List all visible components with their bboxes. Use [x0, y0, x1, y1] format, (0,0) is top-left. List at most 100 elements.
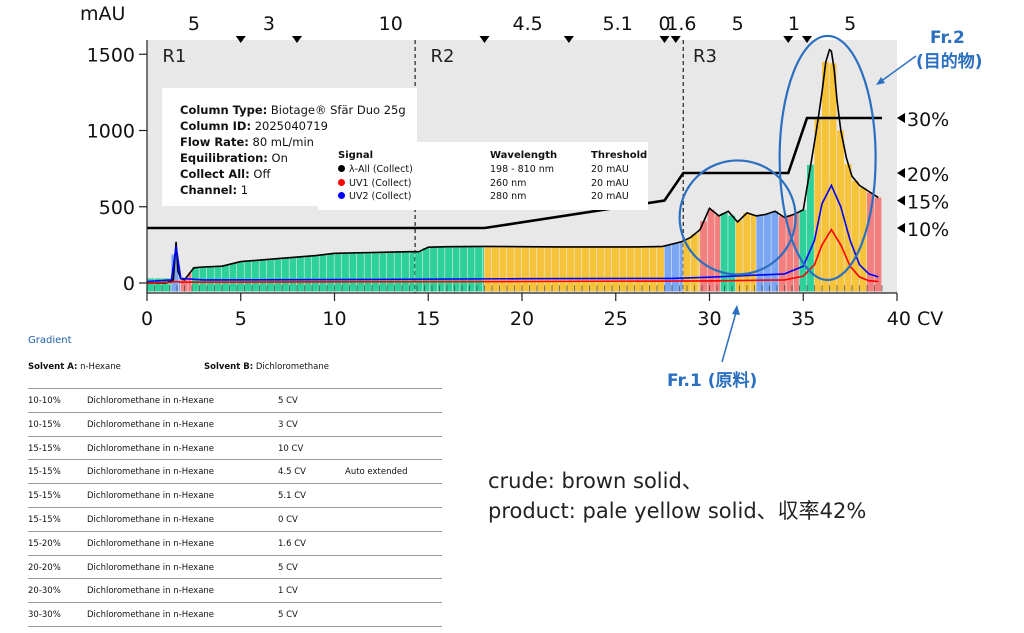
segment-marker	[235, 36, 246, 43]
fraction-bar	[559, 246, 567, 292]
fr2-arrowhead	[876, 77, 885, 85]
x-tick-label: 20	[510, 308, 534, 330]
fraction-bar	[837, 130, 844, 292]
gradient-range: 30-30%	[28, 610, 61, 621]
info-value: Off	[249, 167, 271, 181]
gradient-length: 1.6 CV	[278, 538, 306, 549]
gradient-percent-label: 20%	[907, 164, 949, 186]
fraction-bar	[282, 257, 289, 292]
fraction-bar	[807, 164, 814, 292]
info-row: Equilibration: On	[180, 151, 288, 165]
info-value: 2025040719	[251, 119, 328, 133]
gradient-length: 5 CV	[278, 562, 298, 573]
solvent-a-label: Solvent A:	[28, 362, 78, 372]
signal-wavelength: 280 nm	[490, 191, 527, 202]
fraction-bar	[672, 243, 679, 292]
gradient-row: 15-20% Dichloromethane in n-Hexane 1.6 CV	[28, 530, 442, 555]
gradient-row: 15-15% Dichloromethane in n-Hexane 5.1 CV	[28, 483, 442, 507]
fraction-bar	[409, 251, 415, 292]
fraction-bar	[567, 246, 574, 292]
fraction-bar	[649, 246, 657, 292]
fraction-bar	[229, 263, 237, 292]
fr1-arrow	[721, 308, 738, 363]
y-axis-label: mAU	[80, 3, 125, 25]
fraction-bar	[312, 255, 319, 292]
fraction-bar	[364, 252, 372, 292]
fr1-ellipse	[678, 159, 797, 276]
info-row: Column Type: Biotage® Sfär Duo 25g	[180, 103, 406, 117]
fraction-bar	[154, 278, 162, 292]
fraction-bar	[169, 278, 171, 292]
fraction-bar	[422, 248, 430, 292]
fraction-bar	[259, 259, 267, 292]
signal-wavelength: 260 nm	[490, 177, 527, 189]
segment-length-label: 1	[788, 13, 800, 35]
fraction-bar	[763, 213, 771, 292]
gradient-row: 15-15% Dichloromethane in n-Hexane 10 CV	[28, 435, 442, 460]
x-tick-label: 5	[235, 308, 247, 330]
fraction-bar	[683, 239, 691, 292]
fraction-bar	[822, 61, 829, 292]
segment-length-label: 5.1	[603, 13, 633, 35]
fraction-bar	[728, 215, 736, 292]
fr2-label-line1: Fr.2	[930, 28, 965, 48]
fraction-bar	[460, 246, 468, 292]
x-tick-label: 40 CV	[887, 308, 943, 330]
segment-length-label: 0	[658, 13, 670, 35]
info-value: 1	[237, 183, 249, 197]
fraction-bar	[222, 265, 229, 292]
fraction-bar	[349, 252, 357, 292]
x-tick-label: 30	[697, 308, 721, 330]
fraction-bar	[430, 247, 438, 292]
signal-name: UV1 (Collect)	[338, 178, 411, 189]
gradient-percent-line	[147, 116, 882, 230]
fraction-bar	[214, 266, 222, 292]
fraction-bar	[537, 246, 544, 292]
fraction-bar	[707, 209, 715, 292]
series-uv1-line	[146, 228, 879, 284]
fraction-bar	[319, 254, 327, 292]
info-key: Equilibration:	[180, 151, 268, 165]
gradient-desc: Dichloromethane in n-Hexane	[87, 443, 215, 454]
fraction-bar	[657, 246, 664, 292]
segment-length-label: 1.6	[666, 13, 696, 35]
info-row: Flow Rate: 80 mL/min	[180, 135, 314, 149]
signal-color-dot-icon	[338, 192, 345, 199]
fraction-bar	[690, 234, 698, 292]
gradient-length: 5 CV	[278, 396, 298, 406]
gradient-range: 15-15%	[28, 443, 61, 454]
info-key: Column Type:	[180, 103, 268, 117]
info-key: Collect All:	[180, 167, 250, 181]
signal-threshold: 20 mAU	[591, 164, 629, 175]
signal-header: Signal	[338, 150, 374, 161]
fraction-bar	[372, 252, 379, 292]
fraction-bar	[700, 221, 708, 292]
fraction-bar	[415, 251, 423, 292]
fraction-bar	[267, 259, 274, 292]
x-tick-label: 25	[604, 308, 628, 330]
fr2-label: Fr.2 (目的物)	[916, 26, 983, 74]
info-key: Flow Rate:	[180, 135, 249, 149]
fraction-bar	[743, 212, 751, 292]
signal-color-dot-icon	[338, 178, 345, 186]
solvent-b-value: Dichloromethane	[255, 362, 329, 372]
gradient-desc: Dichloromethane in n-Hexane	[87, 396, 215, 406]
fraction-bar	[771, 211, 779, 292]
series-uv2-line	[146, 183, 879, 283]
fr1-arrowhead	[732, 305, 740, 315]
result-notes: crude: brown solid、 product: pale yellow…	[488, 466, 866, 526]
gradient-row: 10-10% Dichloromethane in n-Hexane 5 CV	[28, 388, 442, 412]
fr2-ellipse	[778, 34, 877, 282]
gradient-row: 10-15% Dichloromethane in n-Hexane 3 CV	[28, 411, 442, 436]
segment-marker	[479, 36, 490, 43]
segment-length-label: 4.5	[513, 13, 543, 35]
fraction-bar	[852, 180, 859, 292]
gradient-range: 20-20%	[28, 562, 61, 573]
fraction-bar	[552, 246, 559, 292]
fraction-bar	[844, 164, 852, 292]
fraction-bar	[394, 251, 402, 292]
signal-threshold: 20 mAU	[591, 191, 629, 202]
fr2-arrow	[879, 55, 917, 83]
fraction-bar	[756, 215, 764, 292]
